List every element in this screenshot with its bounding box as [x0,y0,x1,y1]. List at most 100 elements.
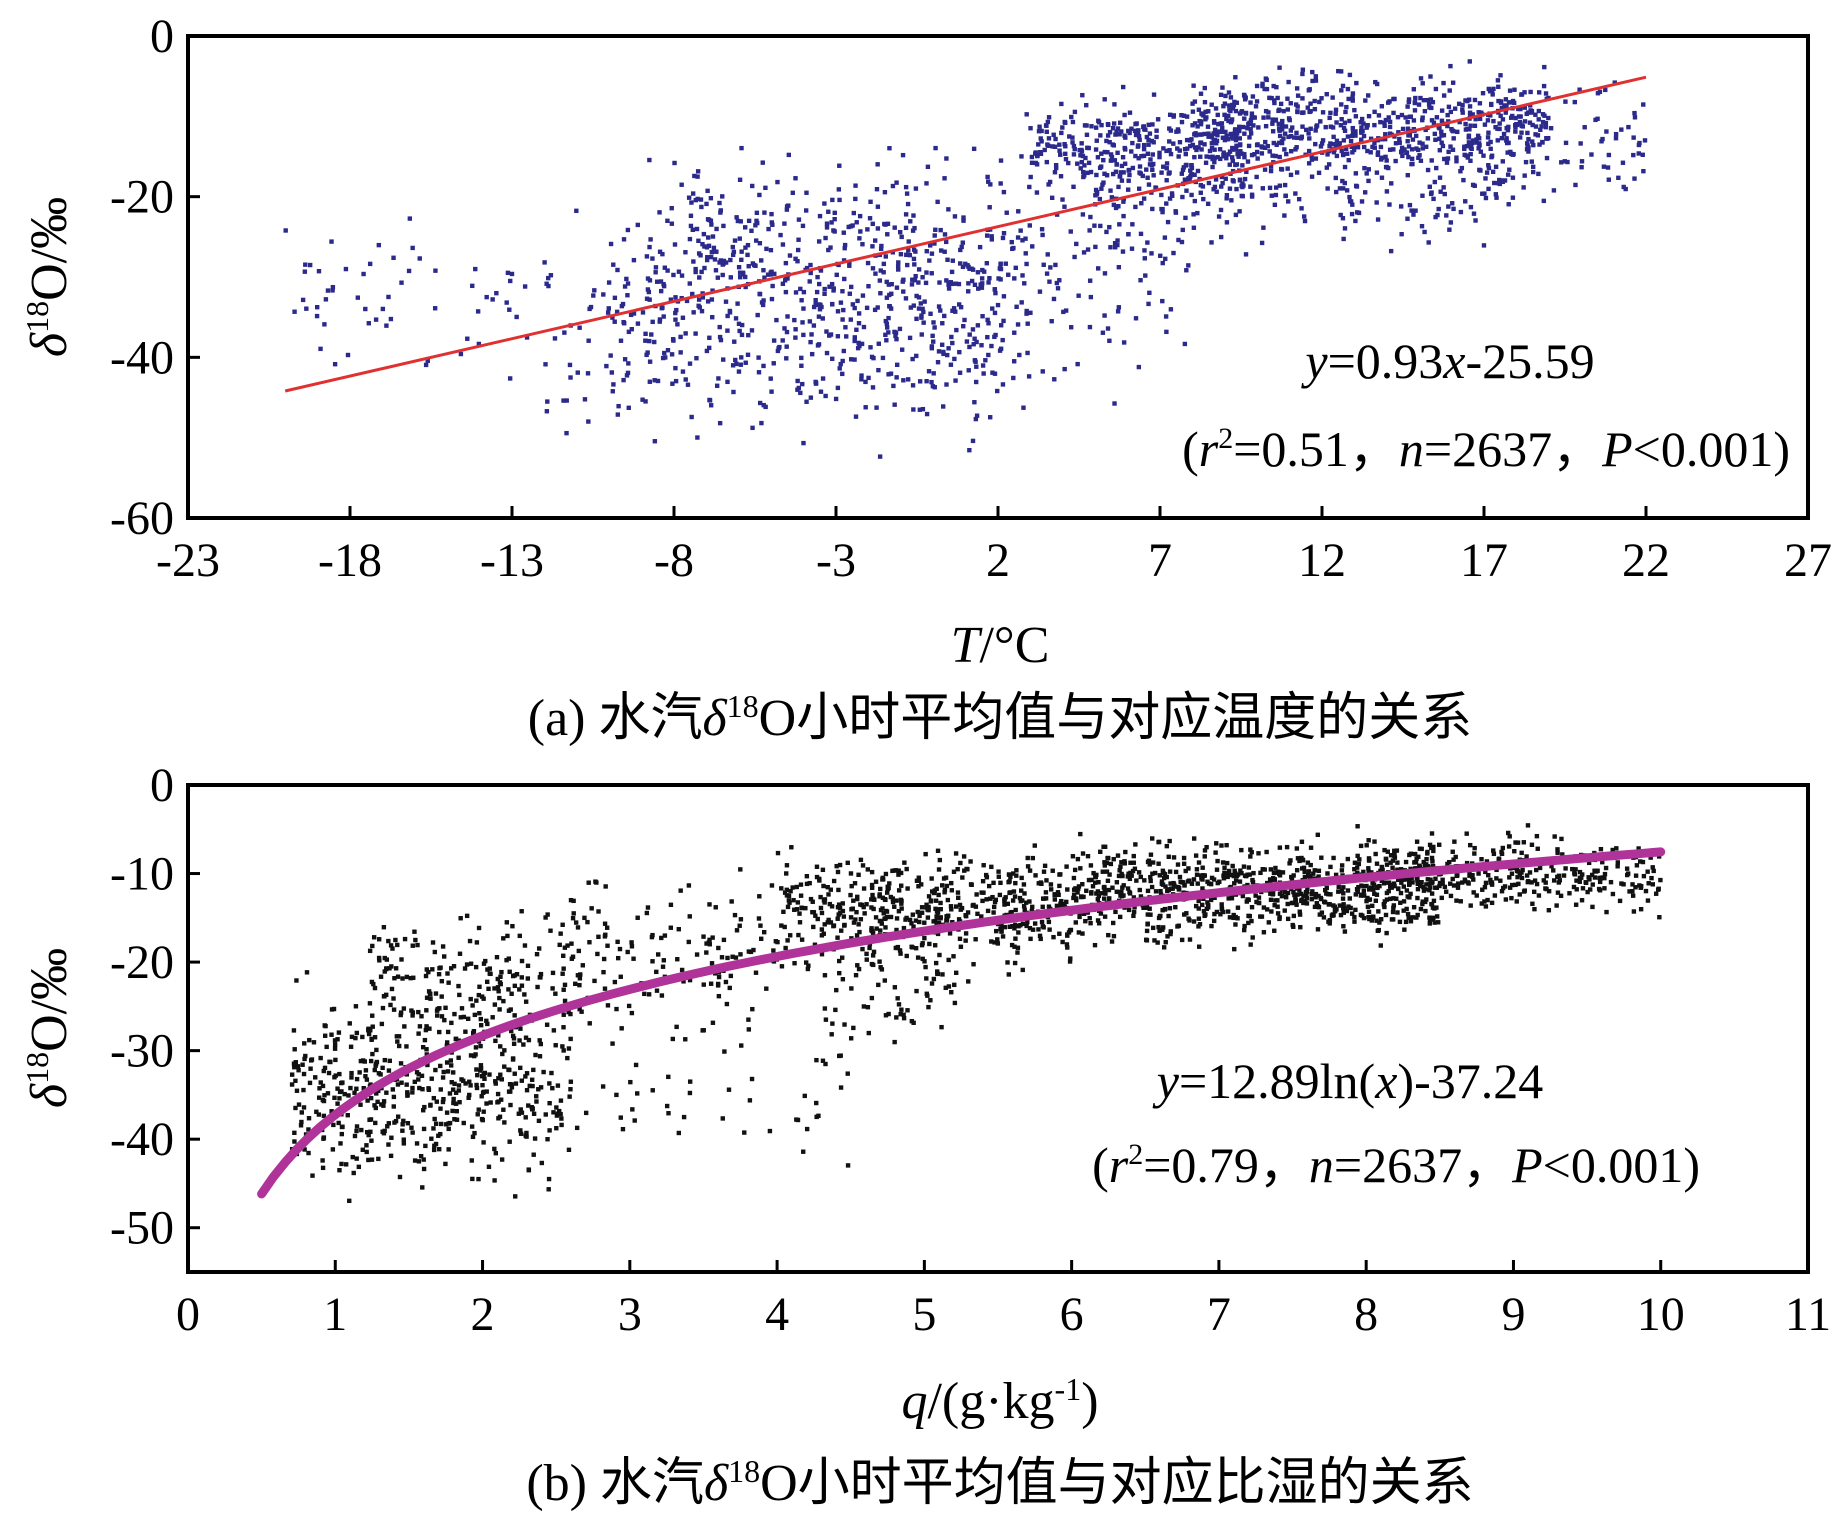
data-point [1354,80,1359,86]
data-point [1519,870,1524,875]
data-point [730,363,736,368]
data-point [992,310,998,316]
data-point [292,1047,297,1052]
data-point [513,1081,519,1086]
data-point [1044,271,1050,276]
data-point [1468,204,1474,210]
data-point [881,270,886,275]
data-point [1281,108,1286,114]
data-point [1007,924,1012,929]
data-point [1372,839,1377,844]
data-point [893,330,899,335]
data-point [804,190,809,195]
data-point [856,321,862,326]
data-point [1186,866,1191,871]
data-point [1053,165,1059,171]
data-point [1328,110,1333,116]
data-point [1235,872,1241,877]
data-point [851,898,856,903]
data-point [1624,872,1630,878]
data-point [420,1044,426,1050]
data-point [533,1052,538,1058]
data-point [561,398,566,403]
data-point [1099,122,1104,128]
data-point [1413,133,1419,139]
data-point [1328,124,1334,129]
data-point [366,1132,371,1138]
data-point [1302,874,1308,880]
data-point [470,1003,475,1008]
data-point [1094,172,1099,178]
data-point [536,1087,541,1092]
data-point [1171,880,1176,886]
data-point [880,355,886,361]
data-point [534,951,540,957]
data-point [1577,879,1582,884]
data-point [1372,891,1377,897]
data-point [546,283,551,289]
data-point [913,273,918,279]
data-point [367,261,373,267]
data-point [1213,106,1219,111]
data-point [561,1012,566,1017]
data-point [970,327,976,332]
data-point [888,371,894,376]
data-point [1372,109,1377,115]
data-point [457,992,462,998]
data-point [1266,115,1271,120]
data-point [732,238,738,243]
data-point [835,916,840,921]
data-point [929,379,934,385]
data-point [567,1094,572,1099]
data-point [1138,894,1144,899]
data-point [1536,90,1542,95]
data-point [1403,115,1408,120]
data-point [1259,151,1265,156]
data-point [1487,89,1493,94]
data-point [988,896,993,901]
data-point [1262,86,1267,92]
data-point [1095,155,1101,160]
data-point [1226,137,1231,142]
data-point [737,328,742,334]
data-point [511,1041,517,1046]
data-point [728,275,734,280]
data-point [1088,294,1094,300]
data-point [1239,151,1245,156]
data-point [373,317,379,322]
data-point [1081,250,1087,255]
data-point [755,312,760,318]
data-point [1046,182,1051,187]
data-point [504,957,509,963]
data-point [839,955,845,960]
data-point [1055,890,1061,895]
data-point [1507,100,1513,105]
data-point [922,920,927,925]
data-point [1179,119,1185,125]
data-point [1589,152,1594,157]
data-point [1117,222,1122,227]
data-point [1342,180,1347,186]
data-point [756,916,762,921]
data-point [968,859,973,864]
data-point [1012,330,1017,335]
data-point [612,319,617,324]
data-point [314,1109,319,1115]
data-point [1237,143,1243,148]
data-point [375,1099,380,1105]
data-point [361,271,366,277]
data-point [1420,81,1425,86]
data-point [1100,182,1105,187]
data-point [502,1064,507,1069]
data-point [1120,155,1126,160]
data-point [322,322,327,327]
data-point [1011,871,1016,876]
data-point [1012,960,1018,966]
data-point [1474,137,1479,142]
data-point [438,1106,443,1111]
data-point [838,300,844,305]
data-point [1496,84,1501,89]
data-point [371,935,377,940]
data-point [1192,121,1198,126]
data-point [329,1032,334,1037]
